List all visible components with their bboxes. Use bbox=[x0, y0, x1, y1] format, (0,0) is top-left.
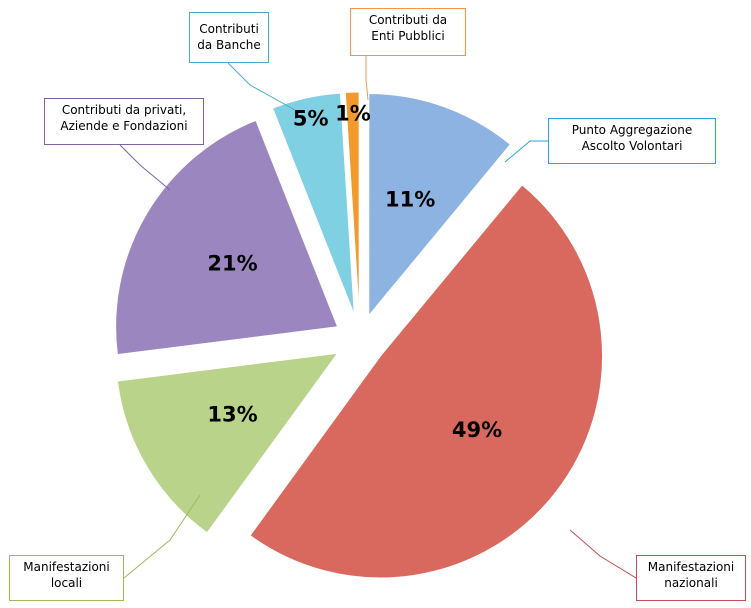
data-label: 5% bbox=[293, 107, 329, 131]
leader-line bbox=[569, 529, 637, 579]
callout-label: Contributi da Enti Pubblici bbox=[350, 8, 466, 56]
leader-line bbox=[119, 144, 171, 191]
leader-line bbox=[504, 140, 548, 163]
pie-slice bbox=[344, 91, 360, 315]
data-label: 11% bbox=[385, 188, 435, 212]
leader-line bbox=[365, 56, 369, 101]
data-label: 49% bbox=[452, 418, 502, 442]
callout-label: Punto Aggregazione Ascolto Volontari bbox=[548, 118, 716, 164]
pie-slice bbox=[116, 352, 339, 534]
pie-slice bbox=[249, 184, 604, 579]
data-label: 13% bbox=[207, 402, 257, 426]
data-label: 21% bbox=[207, 252, 257, 276]
pie-slice bbox=[115, 119, 339, 356]
pie-slice bbox=[368, 93, 512, 317]
leader-line bbox=[227, 62, 296, 111]
callout-label: Manifestazioni nazionali bbox=[636, 555, 746, 601]
data-label: 1% bbox=[335, 101, 371, 125]
callout-label: Contributi da privati, Aziende e Fondazi… bbox=[44, 98, 204, 145]
pie-slice bbox=[271, 92, 355, 315]
callout-label: Contributi da Banche bbox=[189, 12, 269, 63]
leader-line bbox=[123, 494, 201, 579]
callout-label: Manifestazioni locali bbox=[9, 555, 124, 601]
